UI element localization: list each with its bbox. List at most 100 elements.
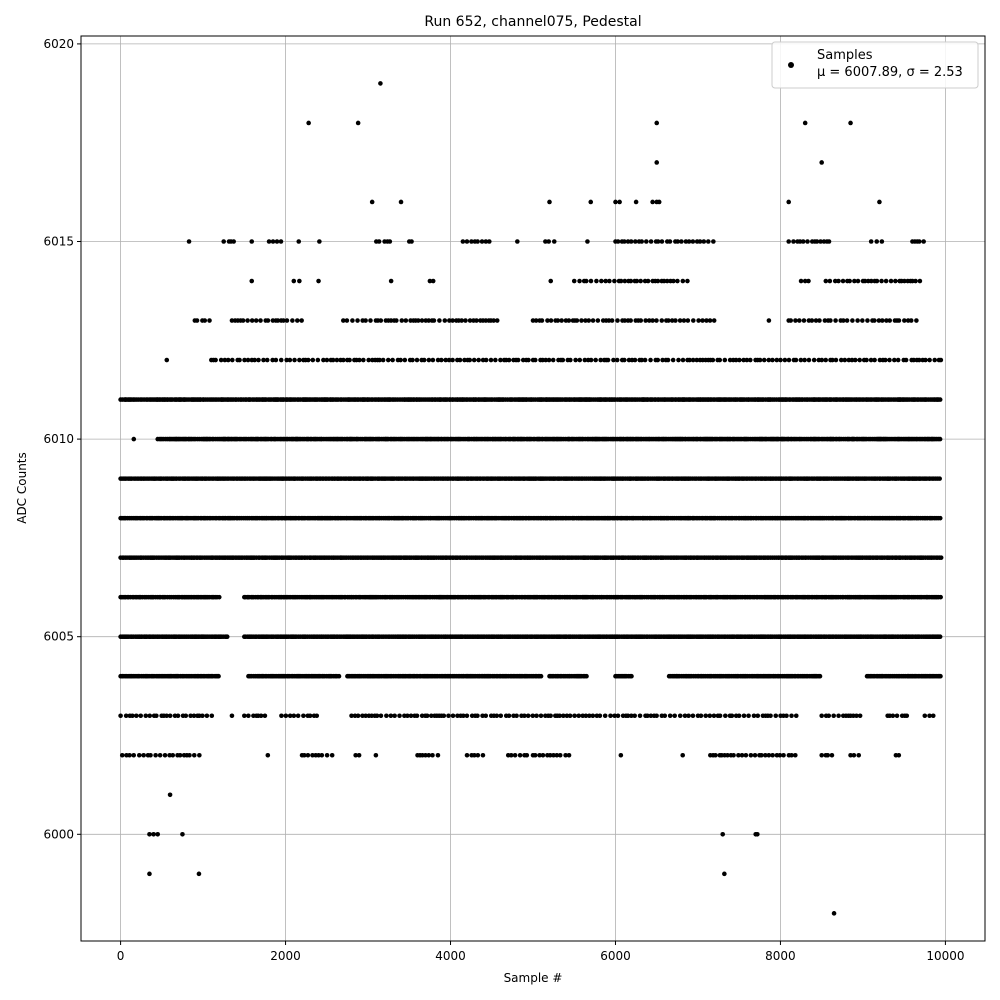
data-point <box>316 752 321 758</box>
data-point <box>851 752 857 758</box>
data-point <box>682 713 688 719</box>
data-point <box>360 713 365 719</box>
data-point <box>305 752 311 758</box>
data-point <box>249 239 255 244</box>
data-point <box>147 713 153 719</box>
data-point <box>194 318 200 323</box>
data-point <box>209 713 215 719</box>
data-point <box>430 278 436 284</box>
data-point <box>522 713 527 719</box>
data-point <box>439 357 444 363</box>
data-point <box>127 752 132 758</box>
data-point <box>938 594 943 600</box>
data-point <box>483 713 489 719</box>
data-point <box>136 752 142 758</box>
data-point <box>515 357 521 363</box>
data-point <box>301 713 306 719</box>
data-point <box>414 713 420 719</box>
data-point <box>793 318 798 323</box>
data-point <box>707 318 713 323</box>
data-point <box>883 357 888 363</box>
data-point <box>680 278 686 284</box>
data-point <box>498 713 504 719</box>
data-point <box>183 713 189 719</box>
data-point <box>402 357 408 363</box>
data-point <box>817 673 823 679</box>
data-point <box>475 752 481 758</box>
data-point <box>645 713 650 719</box>
data-point <box>893 278 898 284</box>
data-point <box>162 752 168 758</box>
data-point <box>615 318 620 323</box>
data-point <box>292 357 297 363</box>
data-point <box>119 752 125 758</box>
data-point <box>615 713 621 719</box>
data-point <box>197 752 202 758</box>
data-point <box>175 713 181 719</box>
data-point <box>823 357 829 363</box>
data-point <box>118 713 123 719</box>
data-point <box>279 713 284 719</box>
data-point <box>856 752 862 758</box>
data-point <box>538 673 544 679</box>
data-point <box>887 318 893 323</box>
data-point <box>860 318 865 323</box>
data-point <box>550 357 556 363</box>
data-point <box>819 752 824 758</box>
data-point <box>242 713 247 719</box>
data-point <box>595 318 601 323</box>
data-point <box>736 752 741 758</box>
data-point <box>831 713 836 719</box>
data-point <box>913 278 918 284</box>
data-point <box>793 713 799 719</box>
data-point <box>385 357 391 363</box>
data-point <box>154 713 159 719</box>
data-point <box>766 752 772 758</box>
data-point <box>457 357 463 363</box>
data-point <box>450 357 455 363</box>
data-point <box>763 752 768 758</box>
data-point <box>295 318 300 323</box>
data-point <box>625 713 631 719</box>
data-point <box>287 713 293 719</box>
data-point <box>665 357 671 363</box>
data-point <box>297 357 302 363</box>
data-point <box>811 357 817 363</box>
data-point <box>922 713 928 719</box>
data-point <box>564 713 570 719</box>
data-point <box>191 713 197 719</box>
data-point <box>424 713 430 719</box>
data-point <box>554 752 560 758</box>
data-point <box>547 752 553 758</box>
data-point <box>751 713 757 719</box>
data-point <box>741 713 747 719</box>
data-point <box>895 357 901 363</box>
data-point <box>894 713 900 719</box>
data-point <box>698 713 704 719</box>
data-point <box>355 713 361 719</box>
data-point <box>711 318 717 323</box>
data-point <box>170 752 176 758</box>
data-point <box>548 713 553 719</box>
data-point <box>571 278 577 284</box>
data-point <box>685 318 691 323</box>
data-point <box>696 318 701 323</box>
data-point <box>302 752 307 758</box>
data-point <box>645 278 651 284</box>
data-point <box>390 357 395 363</box>
data-point <box>265 752 271 758</box>
data-point <box>380 357 386 363</box>
data-point <box>825 752 831 758</box>
data-point <box>786 357 792 363</box>
data-point <box>793 357 799 363</box>
data-point <box>577 278 582 284</box>
data-point <box>191 752 197 758</box>
data-point <box>827 278 833 284</box>
data-point <box>480 752 486 758</box>
data-point <box>376 239 382 244</box>
data-point <box>204 713 210 719</box>
data-point <box>857 357 862 363</box>
data-point <box>628 278 634 284</box>
data-point <box>937 515 943 521</box>
data-point <box>761 357 767 363</box>
